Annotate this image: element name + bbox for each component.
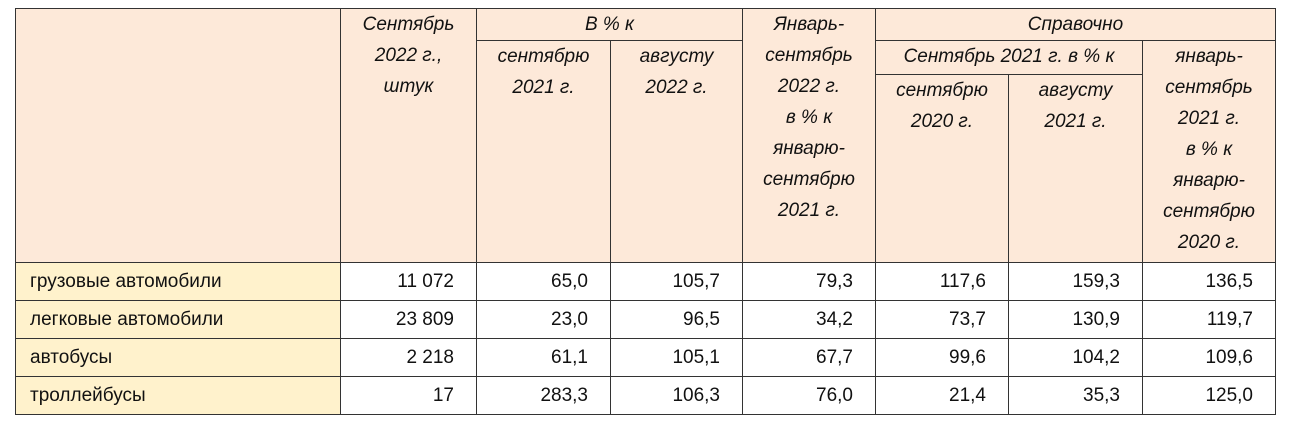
row-label: троллейбусы — [15, 376, 341, 415]
header-cell: августу 2021 г. — [1008, 74, 1143, 263]
header-cell: сентябрю 2021 г. — [476, 40, 611, 263]
value-cell: 105,7 — [610, 262, 743, 301]
header-group: Справочно — [875, 8, 1276, 41]
data-table: Сентябрь 2022 г., штук В % к Январь- сен… — [15, 8, 1276, 415]
value-cell: 125,0 — [1142, 376, 1276, 415]
value-cell: 130,9 — [1008, 300, 1143, 339]
value-cell: 73,7 — [875, 300, 1009, 339]
value-cell: 65,0 — [476, 262, 611, 301]
value-cell: 11 072 — [340, 262, 477, 301]
header-cell: сентябрю 2020 г. — [875, 74, 1009, 263]
value-cell: 67,7 — [742, 338, 876, 377]
header-group: Сентябрь 2021 г. в % к — [875, 40, 1143, 75]
value-cell: 35,3 — [1008, 376, 1143, 415]
row-label: грузовые автомобили — [15, 262, 341, 301]
header-cell: Январь- сентябрь 2022 г. в % к январю- с… — [742, 8, 876, 263]
value-cell: 23,0 — [476, 300, 611, 339]
table-row: троллейбусы 17 283,3 106,3 76,0 21,4 35,3 125,0 — [15, 376, 1276, 415]
table-row: легковые автомобили 23 809 23,0 96,5 34,2 73,… — [15, 300, 1276, 339]
value-cell: 117,6 — [875, 262, 1009, 301]
value-cell: 104,2 — [1008, 338, 1143, 377]
header-cell: августу 2022 г. — [610, 40, 743, 263]
table-row: автобусы 2 218 61,1 105,1 67,7 99,6 104,2 109,6 — [15, 338, 1276, 377]
header-cell: январь- сентябрь 2021 г. в % к январю- с… — [1142, 40, 1276, 263]
value-cell: 2 218 — [340, 338, 477, 377]
value-cell: 61,1 — [476, 338, 611, 377]
value-cell: 17 — [340, 376, 477, 415]
value-cell: 159,3 — [1008, 262, 1143, 301]
value-cell: 96,5 — [610, 300, 743, 339]
table-row: грузовые автомобили 11 072 65,0 105,7 79,3 11… — [15, 262, 1276, 301]
value-cell: 109,6 — [1142, 338, 1276, 377]
value-cell: 23 809 — [340, 300, 477, 339]
value-cell: 79,3 — [742, 262, 876, 301]
value-cell: 136,5 — [1142, 262, 1276, 301]
value-cell: 106,3 — [610, 376, 743, 415]
header-cell: Сентябрь 2022 г., штук — [340, 8, 477, 263]
table-body: грузовые автомобили 11 072 65,0 105,7 79,3 11… — [15, 262, 1276, 415]
value-cell: 21,4 — [875, 376, 1009, 415]
row-label: автобусы — [15, 338, 341, 377]
header-group: В % к — [476, 8, 743, 41]
value-cell: 34,2 — [742, 300, 876, 339]
row-label: легковые автомобили — [15, 300, 341, 339]
value-cell: 76,0 — [742, 376, 876, 415]
value-cell: 119,7 — [1142, 300, 1276, 339]
value-cell: 283,3 — [476, 376, 611, 415]
value-cell: 105,1 — [610, 338, 743, 377]
value-cell: 99,6 — [875, 338, 1009, 377]
corner-cell — [15, 8, 341, 263]
